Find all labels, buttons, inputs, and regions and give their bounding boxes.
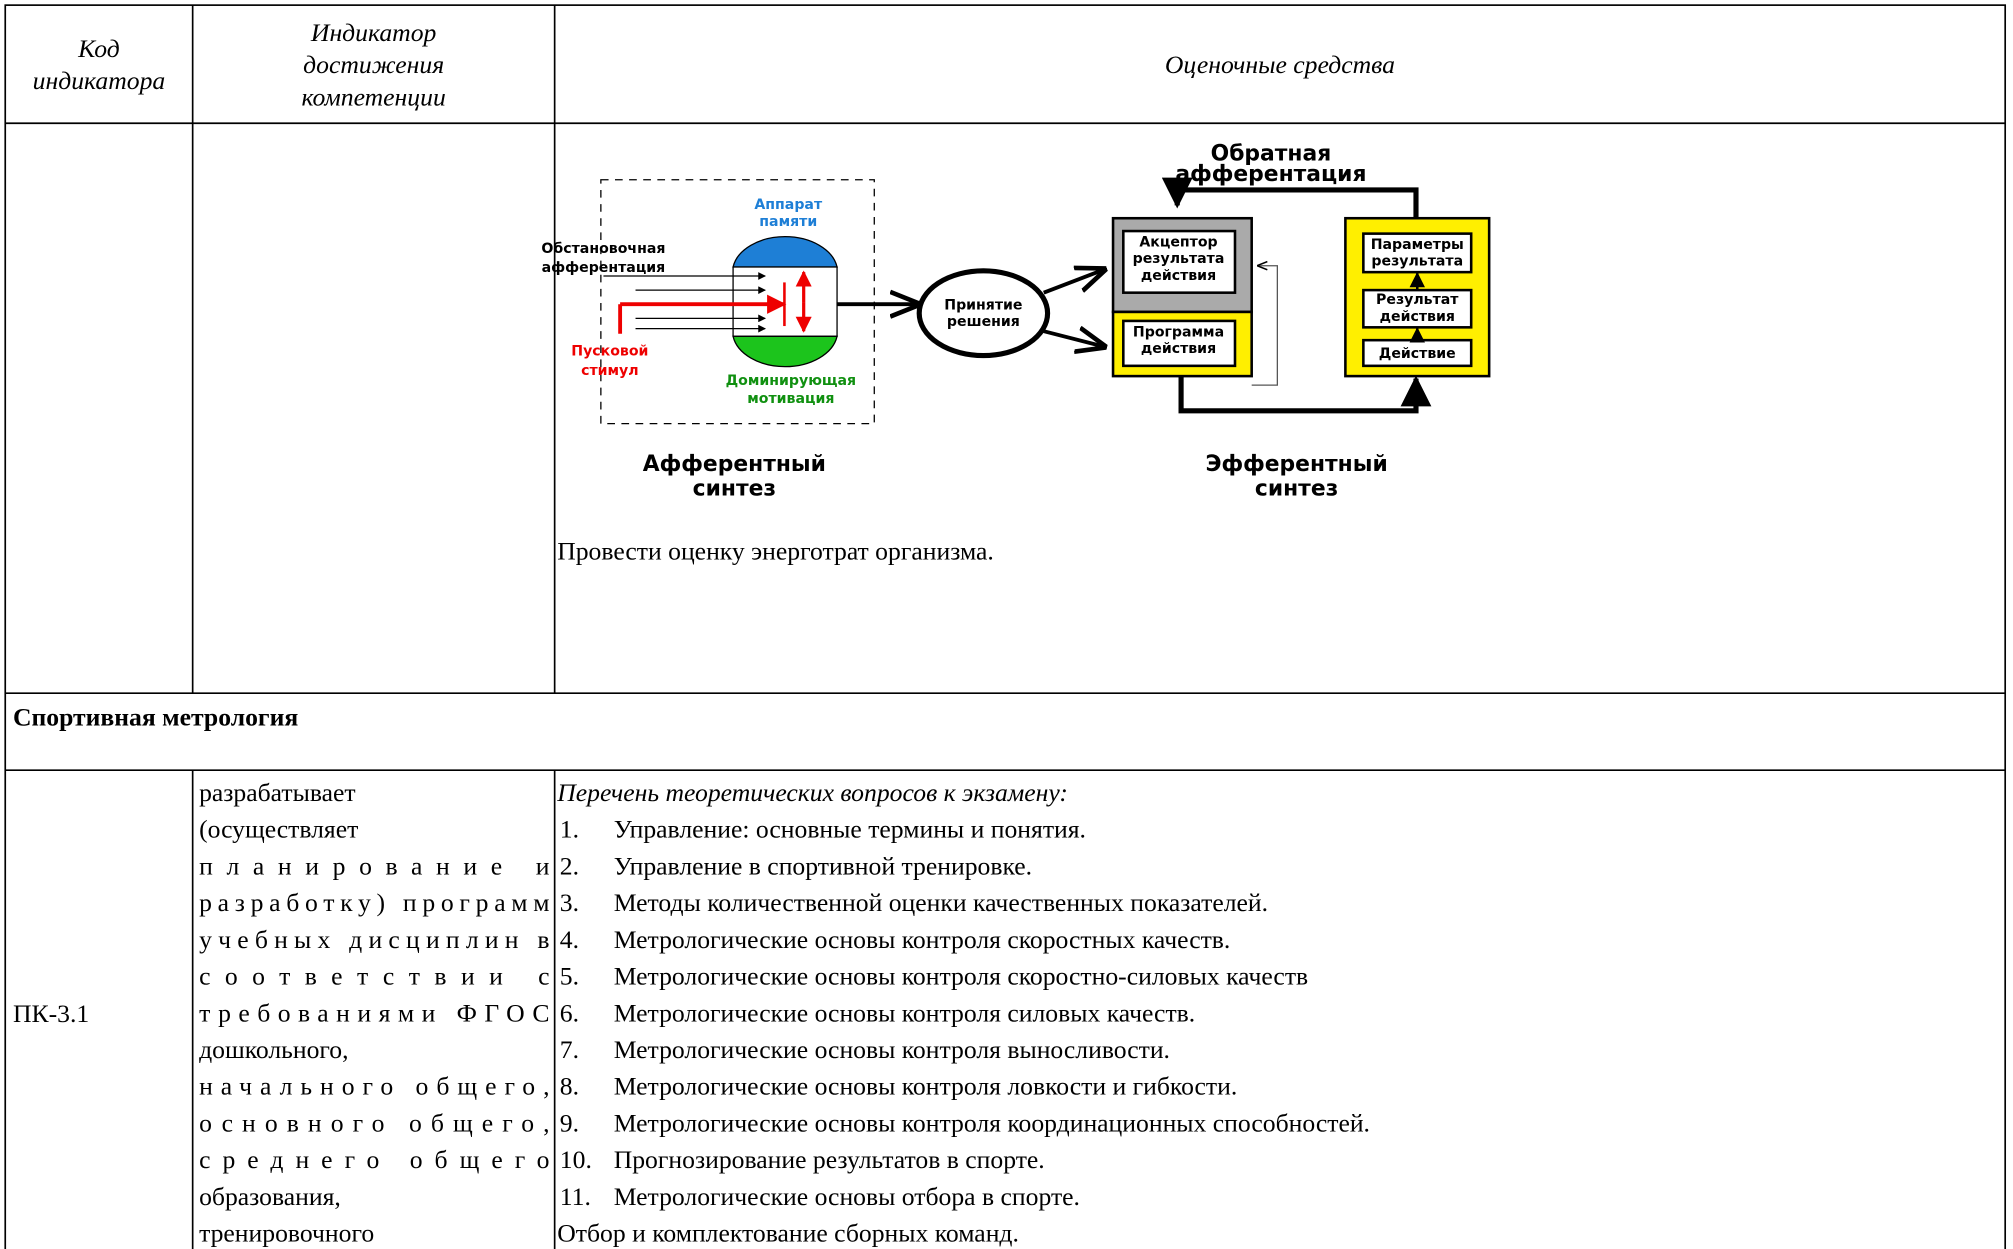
indicator-line: (осуществляет: [199, 815, 358, 844]
indicator-line: требованиями ФГОС: [199, 998, 549, 1027]
item-number: 8.: [560, 1072, 579, 1101]
diagram-label: решения: [947, 314, 1020, 330]
task-text: Провести оценку энерготрат организма.: [557, 537, 994, 566]
item-text: Метрологические основы контроля вынослив…: [614, 1035, 1170, 1064]
diagram-label: действия: [1141, 268, 1216, 284]
diagram-label: Аппарат: [754, 197, 823, 213]
item-number: 5.: [560, 962, 579, 991]
diagram-label: Программа: [1133, 324, 1224, 340]
diagram-label: стимул: [581, 363, 639, 379]
indicator-line: учебных дисциплин в: [199, 925, 549, 954]
item-text: Управление в спортивной тренировке.: [614, 851, 1032, 880]
item-number: 7.: [560, 1035, 579, 1064]
indicator-line: дошкольного,: [199, 1035, 348, 1064]
diagram-label: Доминирующая: [726, 373, 857, 389]
indicator-line: начального общего,: [199, 1072, 549, 1101]
diagram-label: мотивация: [747, 391, 834, 407]
diagram-label: Результат: [1376, 292, 1459, 308]
header-cell: индикатора: [33, 66, 166, 95]
diagram-label: результата: [1371, 254, 1463, 270]
item-text: Метрологические основы контроля координа…: [614, 1108, 1370, 1137]
diagram-label: Афферентный: [643, 452, 826, 477]
diagram-label: Пусковой: [571, 344, 648, 360]
diagram-label: результата: [1133, 251, 1225, 267]
table-grid: [4, 4, 2007, 1249]
indicator-line: разработку) программ: [199, 888, 549, 917]
tools-trailing: Отбор и комплектование сборных команд.: [557, 1219, 1019, 1248]
diagram-label: Обстановочная: [541, 241, 665, 257]
item-number: 1.: [560, 815, 579, 844]
diagram-label: действия: [1141, 341, 1216, 357]
indicator-line: образования,: [199, 1182, 341, 1211]
header-cell: Код: [77, 34, 120, 63]
indicator-line: планирование и: [199, 851, 550, 880]
diagram-label: Действие: [1379, 346, 1456, 362]
header-cell: Оценочные средства: [1165, 50, 1395, 79]
diagram-label: Обратная: [1211, 141, 1332, 166]
indicator-code: ПК-3.1: [13, 999, 89, 1028]
diagram: [600, 177, 1491, 425]
diagram-label: Параметры: [1371, 237, 1464, 253]
item-text: Метрологические основы контроля скоростн…: [614, 925, 1231, 954]
item-number: 6.: [560, 998, 579, 1027]
diagram-label: синтез: [693, 476, 776, 501]
item-number: 9.: [560, 1108, 579, 1137]
item-text: Прогнозирование результатов в спорте.: [614, 1145, 1045, 1174]
item-text: Метрологические основы контроля силовых …: [614, 998, 1195, 1027]
header-cell: Индикатор: [310, 18, 437, 47]
item-number: 4.: [560, 925, 579, 954]
indicator-line: тренировочного: [199, 1219, 374, 1248]
diagram-label: Акцептор: [1139, 234, 1217, 250]
indicator-line: среднего общего: [199, 1145, 549, 1174]
diagram-label: афферентация: [542, 260, 666, 276]
item-text: Методы количественной оценки качественны…: [614, 888, 1268, 917]
tools-intro: Перечень теоретических вопросов к экзаме…: [556, 778, 1068, 807]
item-text: Метрологические основы отбора в спорте.: [614, 1182, 1080, 1211]
indicator-line: основного общего,: [199, 1108, 549, 1137]
item-number: 2.: [560, 851, 579, 880]
section-title: Спортивная метрология: [13, 702, 298, 731]
header-cell: достижения: [303, 50, 444, 79]
diagram-label: памяти: [759, 214, 817, 230]
item-number: 11.: [560, 1182, 591, 1211]
diagram-label: Эфферентный: [1205, 452, 1387, 477]
indicator-line: соответствии с: [199, 962, 549, 991]
item-number: 3.: [560, 888, 579, 917]
header-cell: компетенции: [302, 82, 446, 111]
diagram-label: синтез: [1255, 476, 1338, 501]
item-text: Метрологические основы контроля скоростн…: [614, 962, 1308, 991]
item-text: Управление: основные термины и понятия.: [614, 815, 1086, 844]
item-text: Метрологические основы контроля ловкости…: [614, 1072, 1238, 1101]
diagram-label: Принятие: [944, 297, 1022, 313]
diagram-label: действия: [1380, 309, 1455, 325]
indicator-line: разрабатывает: [199, 778, 356, 807]
item-number: 10.: [560, 1145, 592, 1174]
diagram-label: афферентация: [1175, 162, 1366, 187]
